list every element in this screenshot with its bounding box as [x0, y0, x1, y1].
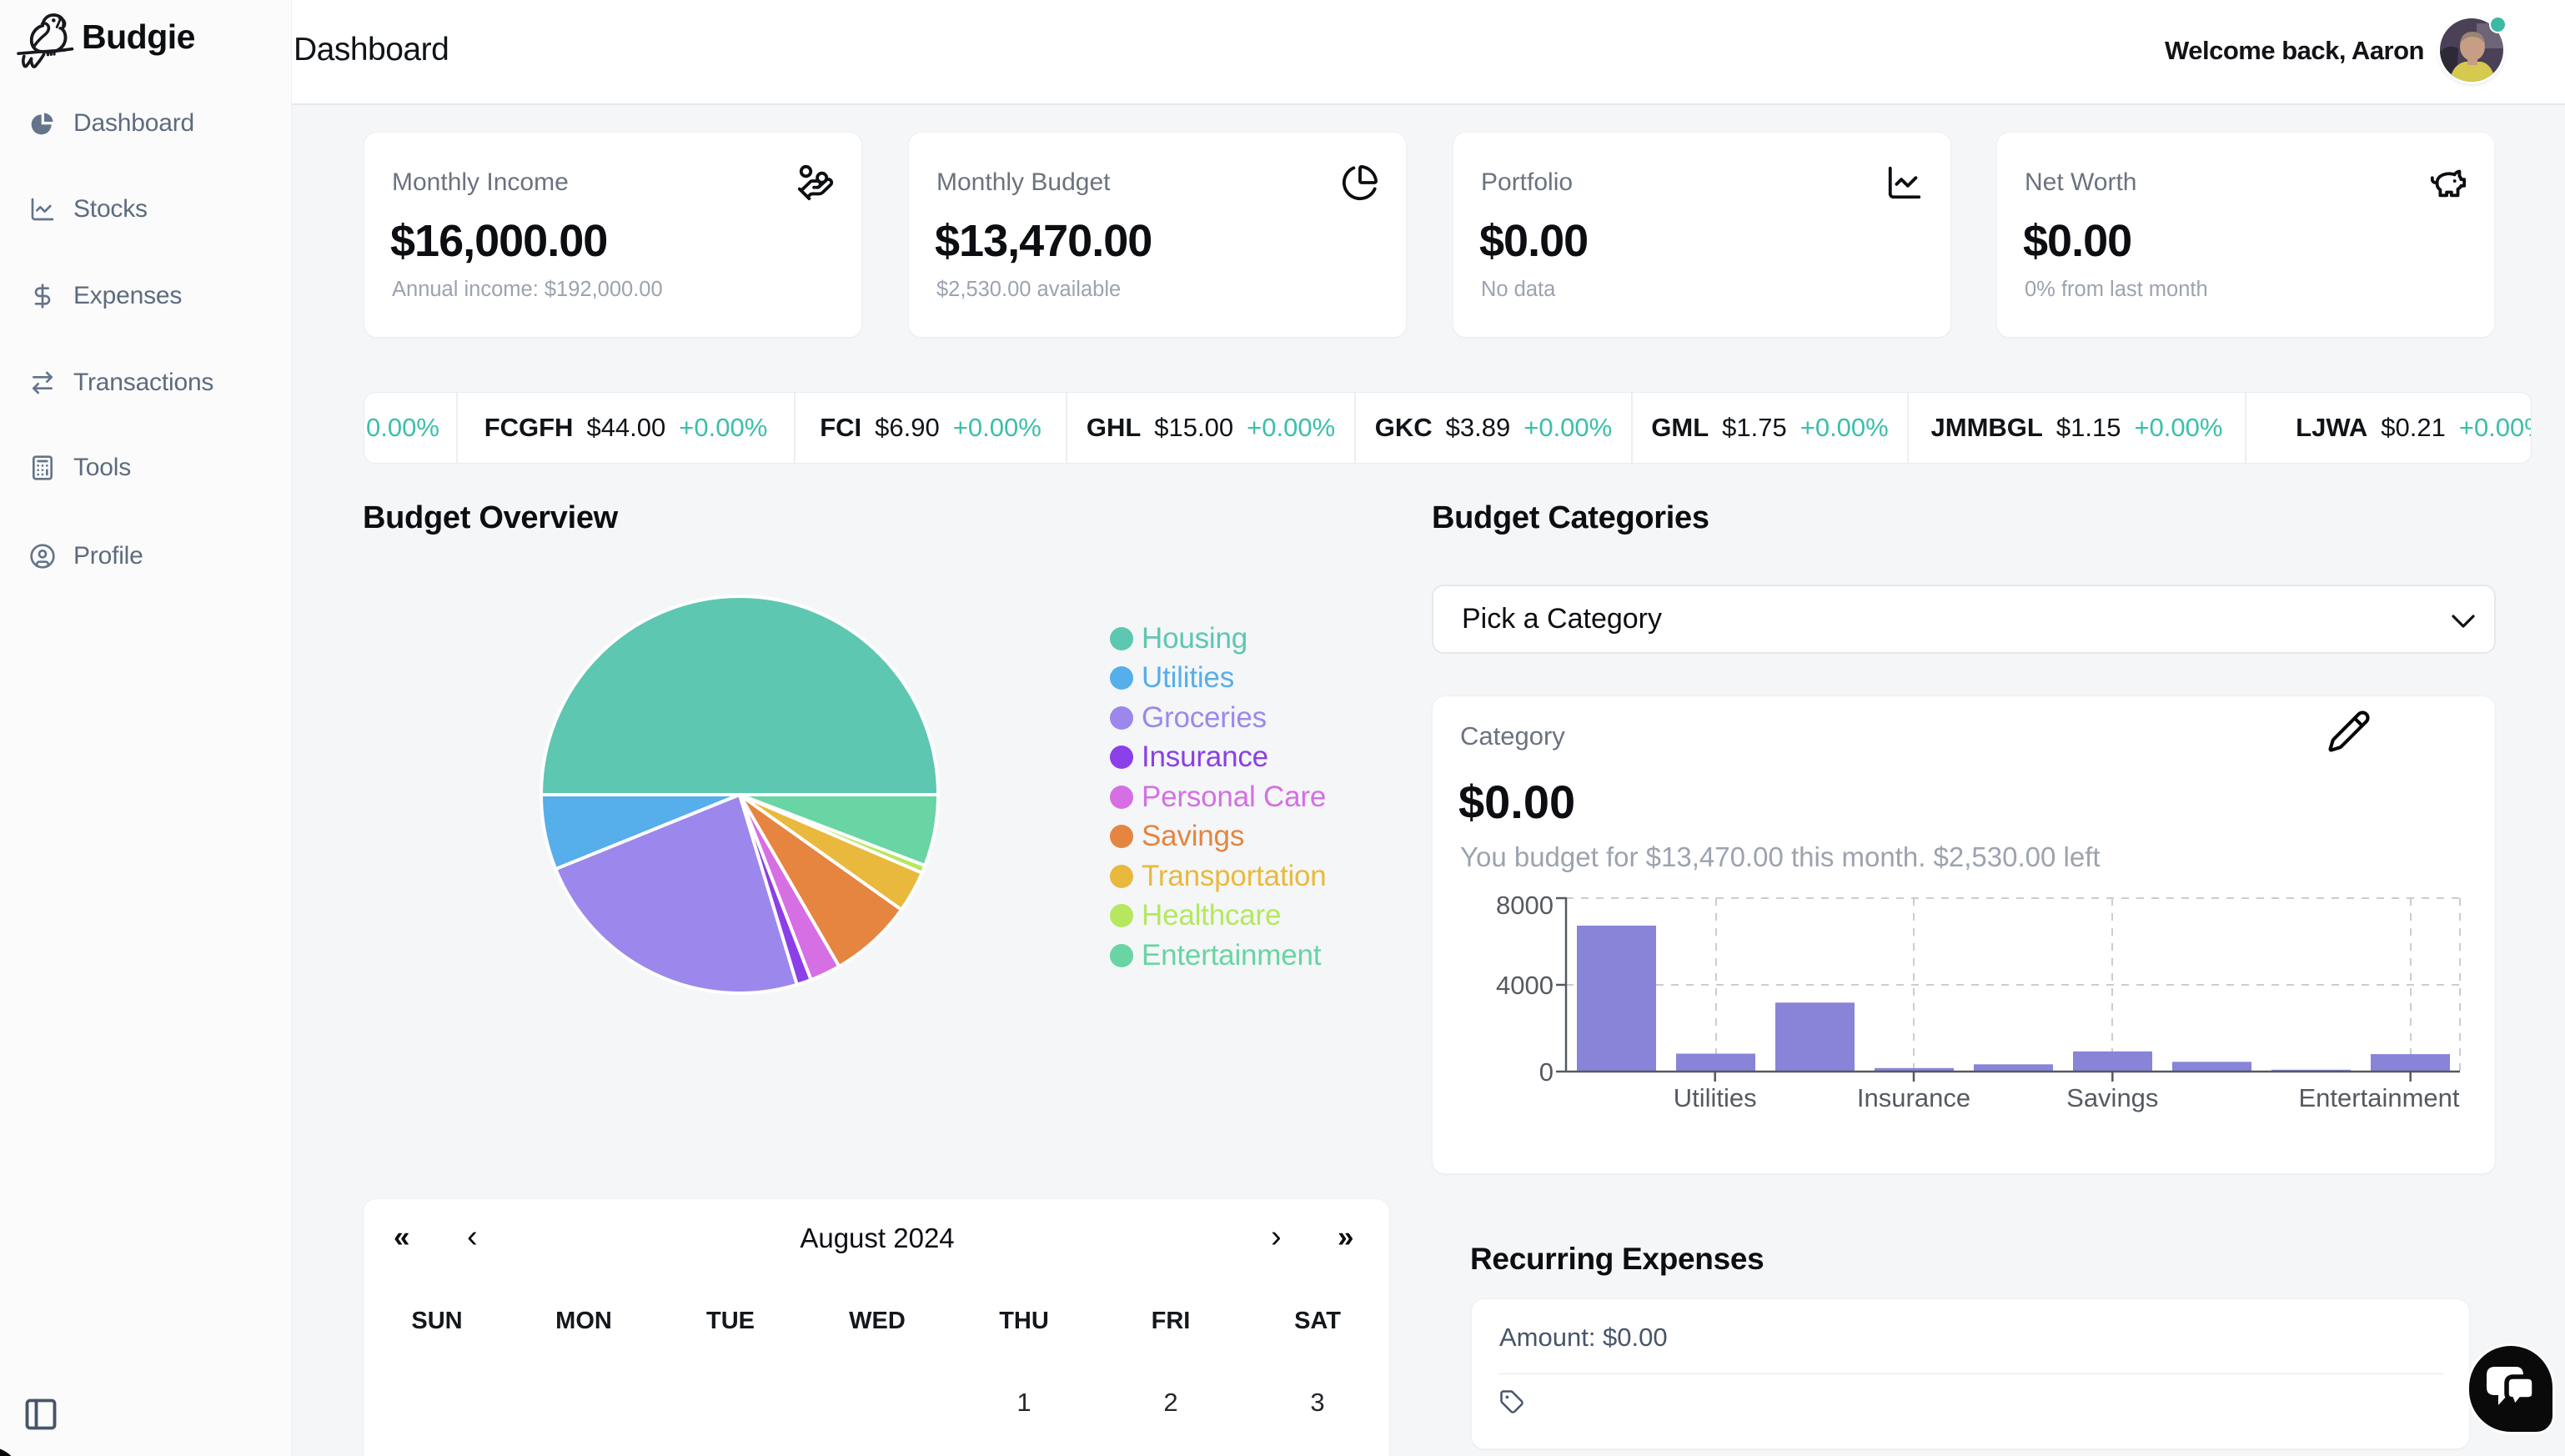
svg-text:Savings: Savings — [2066, 1083, 2158, 1112]
svg-text:0: 0 — [1539, 1057, 1554, 1087]
svg-text:Utilities: Utilities — [1674, 1083, 1757, 1112]
svg-text:Insurance: Insurance — [1857, 1083, 1970, 1112]
svg-text:Entertainment: Entertainment — [2299, 1083, 2460, 1112]
svg-text:8000: 8000 — [1496, 891, 1554, 920]
svg-text:4000: 4000 — [1496, 971, 1554, 1000]
